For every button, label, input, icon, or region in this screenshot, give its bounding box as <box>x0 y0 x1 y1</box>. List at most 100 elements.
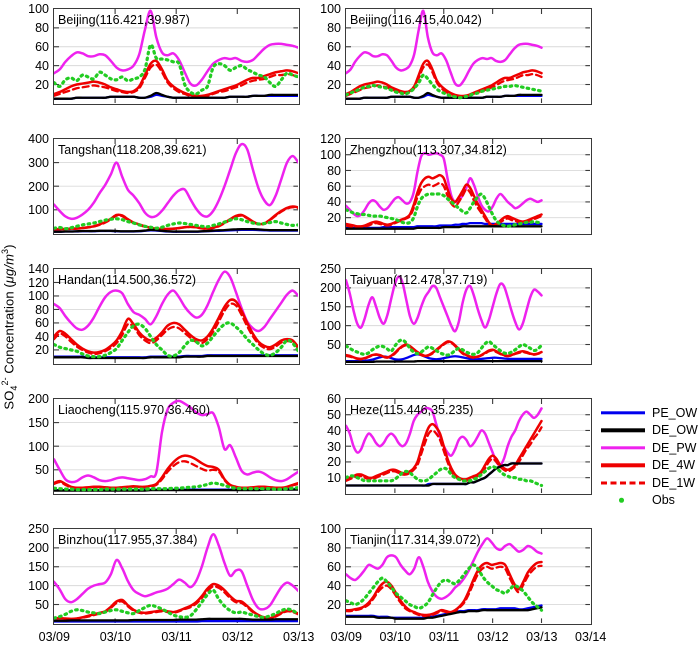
x-tick-label: 03/11 <box>161 630 192 644</box>
y-tick-label: 60 <box>327 560 341 575</box>
legend-label: DE_1W <box>652 475 696 490</box>
x-tick-label: 03/10 <box>379 630 411 644</box>
series-de_1w <box>346 181 543 229</box>
series-pe_ow <box>346 353 543 363</box>
series-de_ow <box>346 91 543 100</box>
y-tick-label: 200 <box>320 281 341 296</box>
panel-tangshan <box>53 138 300 235</box>
y-tick-label: 80 <box>327 163 341 178</box>
series-de_pw <box>54 399 299 484</box>
legend-item-pe_ow: PE_OW <box>601 404 698 422</box>
panel-title: Liaocheng(115.970,36.460) <box>58 403 210 417</box>
plot-area <box>53 8 300 105</box>
x-tick-label: 03/12 <box>221 630 254 644</box>
panel-binzhou <box>53 528 300 625</box>
series-de_pw <box>346 275 543 333</box>
y-tick-label: 40 <box>327 58 341 73</box>
legend-label: DE_OW <box>652 423 698 438</box>
series-de_pw <box>54 9 299 87</box>
series-obs <box>54 481 299 492</box>
series-obs <box>346 192 544 228</box>
x-tick-label: 03/12 <box>477 630 509 644</box>
plot-area <box>345 138 592 235</box>
y-tick-label: 200 <box>28 541 49 556</box>
y-tick-label: 40 <box>327 423 341 438</box>
panel-title: Binzhou(117.955,37.384) <box>58 533 198 547</box>
y-tick-label: 40 <box>35 58 49 73</box>
y-tick-label: 60 <box>327 392 341 407</box>
y-tick-label: 100 <box>320 522 341 537</box>
plot-area <box>345 398 592 495</box>
legend-swatch <box>601 441 645 455</box>
legend-swatch <box>601 423 645 437</box>
y-tick-label: 60 <box>35 40 49 55</box>
panel-title: Zhengzhou(113.307,34.812) <box>350 143 507 157</box>
series-obs <box>54 588 299 620</box>
plot-area <box>53 398 300 495</box>
series-canvas <box>346 139 591 234</box>
series-canvas <box>54 529 299 624</box>
y-tick-label: 20 <box>35 343 49 358</box>
panel-heze <box>345 398 592 495</box>
y-tick-label: 20 <box>35 77 49 92</box>
panel-liaocheng <box>53 398 300 495</box>
y-tick-label: 100 <box>320 2 341 17</box>
series-canvas <box>54 399 299 494</box>
y-tick-label: 100 <box>28 439 49 454</box>
plot-area <box>345 8 592 105</box>
series-obs <box>346 73 544 100</box>
y-tick-label: 50 <box>35 463 49 478</box>
x-tick-label: 03/09 <box>330 630 362 644</box>
series-de_4w <box>54 582 299 621</box>
y-tick-label: 100 <box>28 203 49 218</box>
series-de_pw <box>346 9 543 87</box>
y-tick-label: 150 <box>320 300 341 315</box>
panel-title: Tianjin(117.314,39.072) <box>350 533 481 547</box>
series-canvas <box>346 529 591 624</box>
y-tick-label: 250 <box>320 262 341 277</box>
y-tick-label: 80 <box>327 21 341 36</box>
y-tick-label: 60 <box>35 316 49 331</box>
y-tick-label: 100 <box>320 318 341 333</box>
y-tick-label: 80 <box>35 302 49 317</box>
y-tick-label: 100 <box>320 148 341 163</box>
y-tick-label: 140 <box>28 262 49 277</box>
panel-beijing <box>53 8 300 105</box>
legend-item-de_pw: DE_PW <box>601 439 698 457</box>
y-tick-label: 100 <box>28 289 49 304</box>
y-tick-label: 20 <box>327 210 341 225</box>
panel-title: Taiyuan(112.478,37.719) <box>350 273 488 287</box>
panel-tianjin <box>345 528 592 625</box>
series-de_4w <box>346 59 543 98</box>
legend-swatch <box>601 493 645 507</box>
y-tick-label: 60 <box>327 40 341 55</box>
x-tick-label: 03/11 <box>428 630 460 644</box>
series-de_pw <box>346 151 543 218</box>
series-de_4w <box>346 419 543 481</box>
series-de_ow <box>54 617 299 622</box>
plot-area <box>345 268 592 365</box>
y-tick-label: 20 <box>327 455 341 470</box>
series-de_ow <box>346 606 543 620</box>
y-tick-label: 150 <box>28 560 49 575</box>
series-obs <box>346 465 544 488</box>
y-tick-label: 120 <box>28 275 49 290</box>
legend-item-de_1w: DE_1W <box>601 474 698 492</box>
y-tick-label: 80 <box>327 541 341 556</box>
y-tick-label: 80 <box>35 21 49 36</box>
legend-label: PE_OW <box>652 405 698 420</box>
series-de_1w <box>54 63 299 99</box>
series-canvas <box>346 9 591 104</box>
legend-label: DE_PW <box>652 440 697 455</box>
series-de_pw <box>54 533 299 611</box>
y-tick-label: 200 <box>28 179 49 194</box>
series-de_ow <box>346 359 543 364</box>
panel-title: Heze(115.446,35.235) <box>350 403 474 417</box>
series-canvas <box>346 269 591 364</box>
y-tick-label: 100 <box>28 578 49 593</box>
series-de_1w <box>346 426 543 483</box>
y-tick-label: 20 <box>327 77 341 92</box>
x-tick-label: 03/10 <box>99 630 132 644</box>
y-tick-label: 120 <box>320 132 341 147</box>
